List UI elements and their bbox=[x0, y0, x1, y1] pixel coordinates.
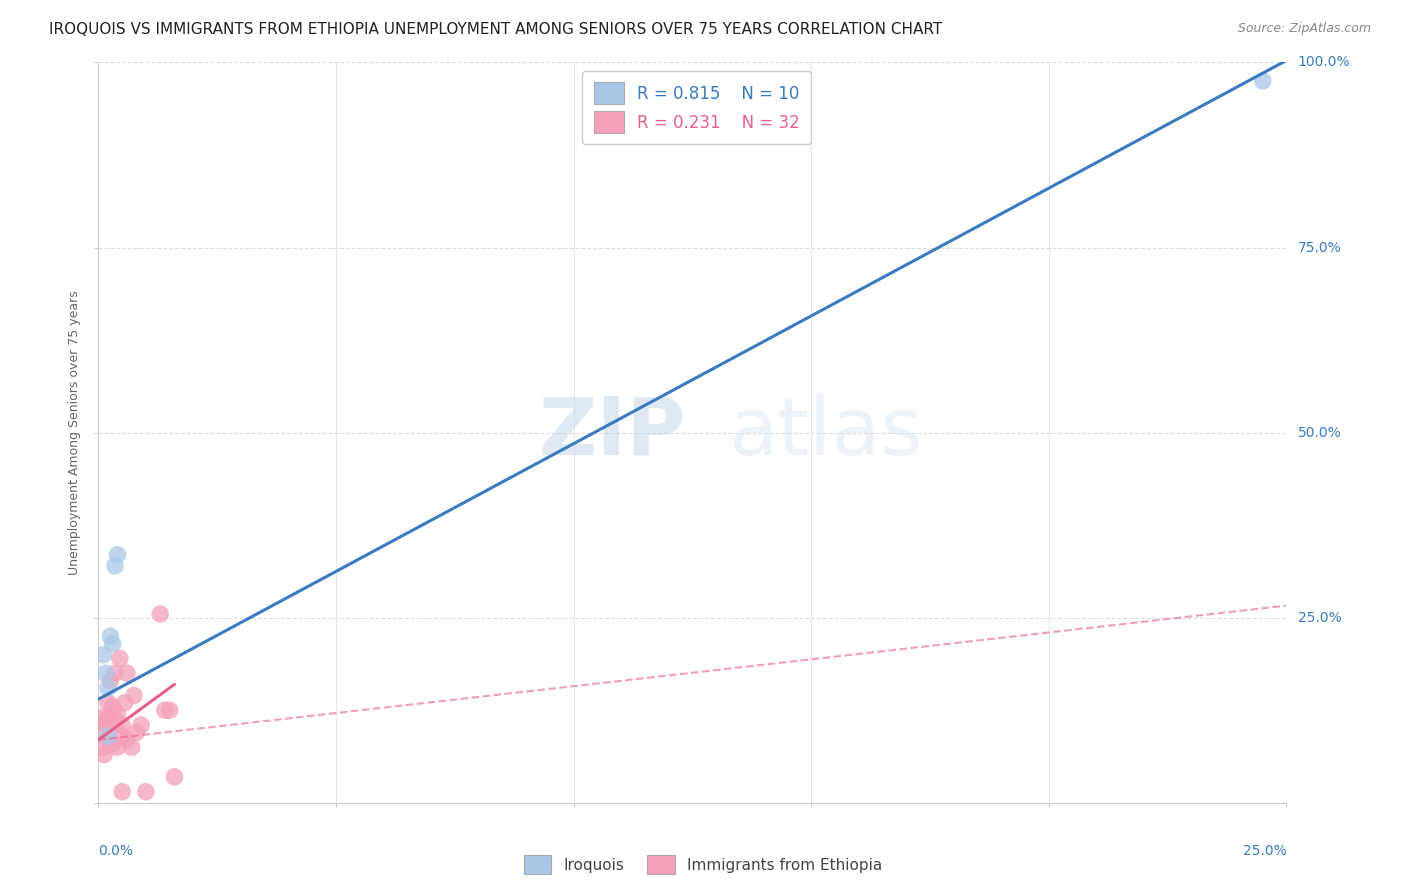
Point bbox=[97, 696, 120, 710]
Text: Source: ZipAtlas.com: Source: ZipAtlas.com bbox=[1237, 22, 1371, 36]
Legend: Iroquois, Immigrants from Ethiopia: Iroquois, Immigrants from Ethiopia bbox=[517, 849, 889, 880]
Point bbox=[1299, 81, 1322, 95]
Point bbox=[111, 785, 134, 799]
Point bbox=[111, 718, 134, 732]
Point bbox=[104, 718, 127, 732]
Y-axis label: Unemployment Among Seniors over 75 years: Unemployment Among Seniors over 75 years bbox=[67, 290, 82, 575]
Point bbox=[91, 740, 114, 755]
Text: 0.0%: 0.0% bbox=[98, 844, 134, 857]
Point bbox=[97, 732, 120, 747]
Point bbox=[115, 732, 138, 747]
Point bbox=[97, 729, 120, 743]
Text: 25.0%: 25.0% bbox=[1298, 611, 1341, 624]
Text: ZIP: ZIP bbox=[538, 393, 685, 472]
Text: 50.0%: 50.0% bbox=[1298, 425, 1341, 440]
Point bbox=[93, 747, 115, 762]
Text: 75.0%: 75.0% bbox=[1298, 241, 1341, 254]
Text: 25.0%: 25.0% bbox=[1243, 844, 1286, 857]
Point bbox=[107, 548, 129, 562]
Point bbox=[1251, 74, 1274, 88]
Point bbox=[107, 706, 129, 721]
Point bbox=[122, 689, 145, 703]
Point bbox=[135, 785, 157, 799]
Point bbox=[129, 718, 152, 732]
Point bbox=[159, 703, 181, 717]
Text: IROQUOIS VS IMMIGRANTS FROM ETHIOPIA UNEMPLOYMENT AMONG SENIORS OVER 75 YEARS CO: IROQUOIS VS IMMIGRANTS FROM ETHIOPIA UNE… bbox=[49, 22, 942, 37]
Point bbox=[91, 725, 114, 739]
Point bbox=[97, 711, 120, 725]
Point bbox=[91, 648, 114, 662]
Point bbox=[121, 740, 143, 755]
Point bbox=[115, 666, 138, 681]
Point bbox=[149, 607, 172, 621]
Point bbox=[101, 637, 124, 651]
Point bbox=[90, 711, 112, 725]
Point bbox=[101, 737, 124, 751]
Point bbox=[114, 696, 136, 710]
Point bbox=[108, 651, 131, 665]
Text: atlas: atlas bbox=[728, 393, 922, 472]
Point bbox=[104, 558, 127, 573]
Text: 100.0%: 100.0% bbox=[1298, 55, 1350, 70]
Point bbox=[97, 681, 120, 695]
Point bbox=[104, 666, 127, 681]
Point bbox=[101, 699, 124, 714]
Point bbox=[98, 629, 121, 643]
Point bbox=[94, 666, 117, 681]
Point bbox=[153, 703, 176, 717]
Point bbox=[107, 740, 129, 755]
Point bbox=[94, 718, 117, 732]
Point bbox=[111, 729, 134, 743]
Point bbox=[163, 770, 186, 784]
Point bbox=[101, 706, 124, 721]
Point bbox=[125, 725, 148, 739]
Point bbox=[98, 673, 121, 688]
Legend: R = 0.815    N = 10, R = 0.231    N = 32: R = 0.815 N = 10, R = 0.231 N = 32 bbox=[582, 70, 811, 145]
